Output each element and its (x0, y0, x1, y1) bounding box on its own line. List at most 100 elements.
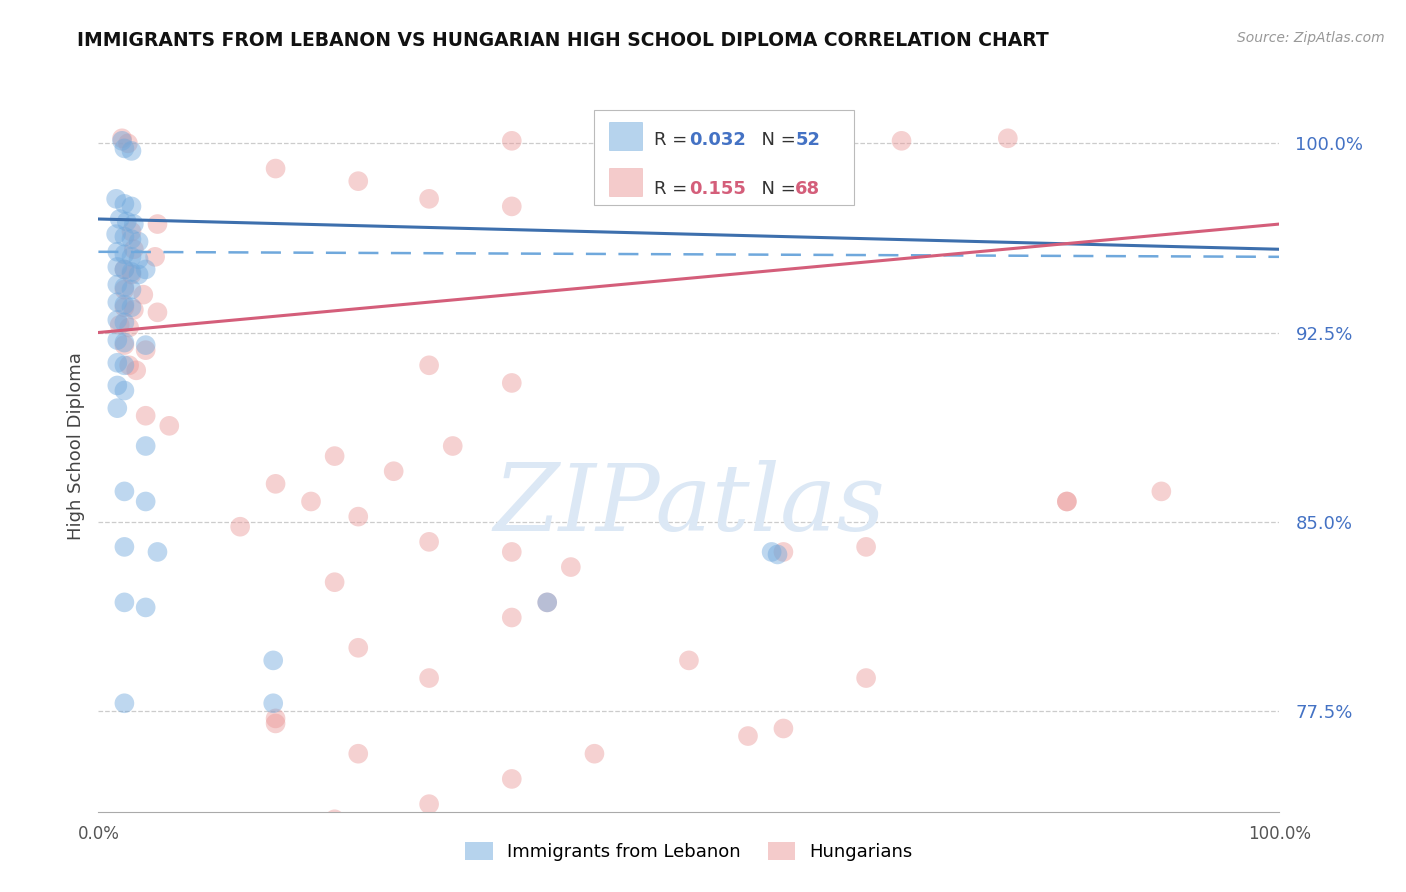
Point (105, 378, 128, 392)
Point (146, 217, 169, 231)
Point (418, 671, 440, 685)
Point (441, 439, 464, 453)
Point (105, 313, 128, 327)
Text: 0.155: 0.155 (689, 179, 745, 197)
Point (117, 136, 139, 151)
Point (501, 376, 523, 390)
Text: N =: N = (751, 179, 801, 197)
Point (118, 359, 141, 373)
Point (105, 227, 128, 241)
Point (111, 134, 134, 148)
Point (111, 131, 134, 145)
Point (418, 534, 440, 549)
Point (121, 265, 143, 279)
Point (146, 545, 169, 559)
Point (128, 268, 150, 282)
Point (112, 262, 135, 277)
Point (112, 262, 135, 277)
Point (157, 418, 180, 433)
Point (382, 464, 405, 478)
Point (105, 401, 128, 416)
Point (112, 384, 135, 398)
Point (772, 722, 794, 736)
Point (128, 235, 150, 249)
FancyBboxPatch shape (595, 110, 855, 204)
Point (347, 174, 370, 188)
Point (112, 359, 135, 373)
Point (112, 696, 135, 710)
Point (855, 671, 877, 685)
Bar (609, 122, 641, 150)
Point (418, 797, 440, 812)
Point (347, 509, 370, 524)
Point (229, 519, 252, 533)
Point (761, 545, 783, 559)
Point (105, 244, 128, 259)
Point (323, 575, 346, 590)
Point (418, 192, 440, 206)
Point (264, 711, 287, 725)
Point (112, 283, 135, 297)
Point (1056, 494, 1078, 508)
Point (323, 449, 346, 463)
Point (501, 610, 523, 624)
Point (112, 540, 135, 554)
Point (262, 696, 284, 710)
Point (108, 318, 131, 332)
Point (135, 439, 157, 453)
Point (501, 134, 523, 148)
Bar (609, 168, 641, 196)
Legend: Immigrants from Lebanon, Hungarians: Immigrants from Lebanon, Hungarians (458, 835, 920, 869)
Text: 68: 68 (796, 179, 820, 197)
Point (135, 343, 157, 358)
Text: Source: ZipAtlas.com: Source: ZipAtlas.com (1237, 31, 1385, 45)
Point (122, 242, 145, 256)
Point (112, 300, 135, 314)
Point (121, 250, 143, 264)
Point (112, 335, 135, 350)
Text: 52: 52 (796, 131, 820, 149)
Point (347, 747, 370, 761)
Point (121, 300, 143, 314)
Point (112, 338, 135, 352)
Point (737, 729, 759, 743)
Point (105, 295, 128, 310)
Point (112, 229, 135, 244)
Point (536, 595, 558, 609)
Point (105, 260, 128, 274)
Point (112, 197, 135, 211)
Point (264, 476, 287, 491)
Point (105, 356, 128, 370)
Point (143, 250, 166, 264)
Point (135, 409, 157, 423)
Point (112, 315, 135, 329)
Point (112, 280, 135, 294)
Point (678, 131, 700, 145)
Point (264, 716, 287, 731)
Point (501, 772, 523, 786)
Point (264, 161, 287, 176)
Point (997, 131, 1019, 145)
Point (112, 141, 135, 155)
Point (347, 640, 370, 655)
Point (501, 199, 523, 213)
Point (112, 298, 135, 312)
Point (105, 277, 128, 292)
Text: IMMIGRANTS FROM LEBANON VS HUNGARIAN HIGH SCHOOL DIPLOMA CORRELATION CHART: IMMIGRANTS FROM LEBANON VS HUNGARIAN HIG… (77, 31, 1049, 50)
Point (678, 653, 700, 667)
Point (772, 545, 794, 559)
Point (536, 595, 558, 609)
Point (121, 268, 143, 282)
Point (418, 359, 440, 373)
Point (108, 212, 131, 227)
Point (118, 320, 141, 334)
Point (122, 302, 145, 317)
Point (132, 287, 155, 301)
Point (122, 217, 145, 231)
Point (323, 812, 346, 826)
Point (766, 548, 789, 562)
Text: ZIPatlas: ZIPatlas (494, 459, 884, 549)
Point (135, 262, 157, 277)
Text: R =: R = (654, 131, 693, 149)
Point (619, 822, 641, 837)
